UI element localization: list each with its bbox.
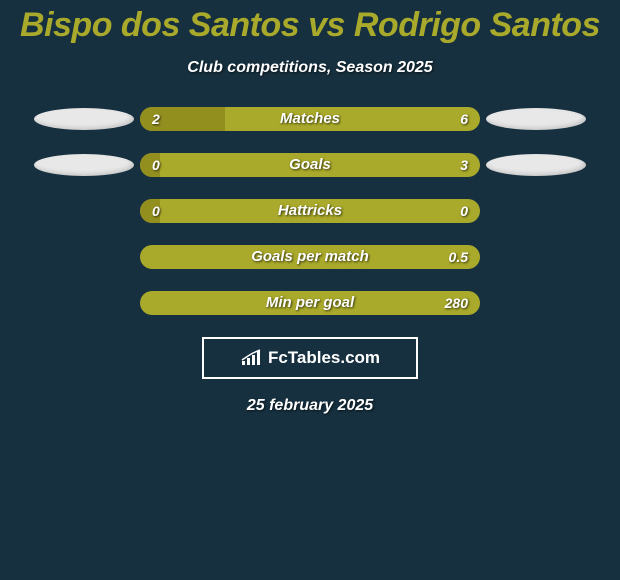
stat-value-right: 3 <box>460 153 468 177</box>
player-flag-right <box>486 108 586 130</box>
stat-label: Matches <box>140 107 480 131</box>
chart-icon <box>240 349 262 367</box>
stat-row: 0Goals3 <box>0 153 620 177</box>
stat-label: Min per goal <box>140 291 480 315</box>
flag-ellipse-icon <box>34 108 134 130</box>
stat-bar: Goals per match0.5 <box>140 245 480 269</box>
stat-bar: 2Matches6 <box>140 107 480 131</box>
stat-bar: Min per goal280 <box>140 291 480 315</box>
stat-row: Min per goal280 <box>0 291 620 315</box>
player-flag-left <box>34 108 134 130</box>
comparison-chart: 2Matches60Goals30Hattricks0Goals per mat… <box>0 107 620 315</box>
stat-label: Goals per match <box>140 245 480 269</box>
stat-value-right: 0.5 <box>449 245 468 269</box>
page-title: Bispo dos Santos vs Rodrigo Santos <box>0 0 620 45</box>
stat-row: 2Matches6 <box>0 107 620 131</box>
date-label: 25 february 2025 <box>0 397 620 415</box>
brand-box[interactable]: FcTables.com <box>202 337 418 379</box>
stat-value-right: 6 <box>460 107 468 131</box>
flag-ellipse-icon <box>486 154 586 176</box>
stat-value-right: 0 <box>460 199 468 223</box>
stat-label: Goals <box>140 153 480 177</box>
stat-label: Hattricks <box>140 199 480 223</box>
page-subtitle: Club competitions, Season 2025 <box>0 59 620 77</box>
brand-label: FcTables.com <box>268 348 380 368</box>
flag-ellipse-icon <box>486 108 586 130</box>
stat-value-right: 280 <box>445 291 468 315</box>
stat-bar: 0Goals3 <box>140 153 480 177</box>
player-flag-right <box>486 154 586 176</box>
stat-row: 0Hattricks0 <box>0 199 620 223</box>
stat-row: Goals per match0.5 <box>0 245 620 269</box>
stat-bar: 0Hattricks0 <box>140 199 480 223</box>
flag-ellipse-icon <box>34 154 134 176</box>
player-flag-left <box>34 154 134 176</box>
